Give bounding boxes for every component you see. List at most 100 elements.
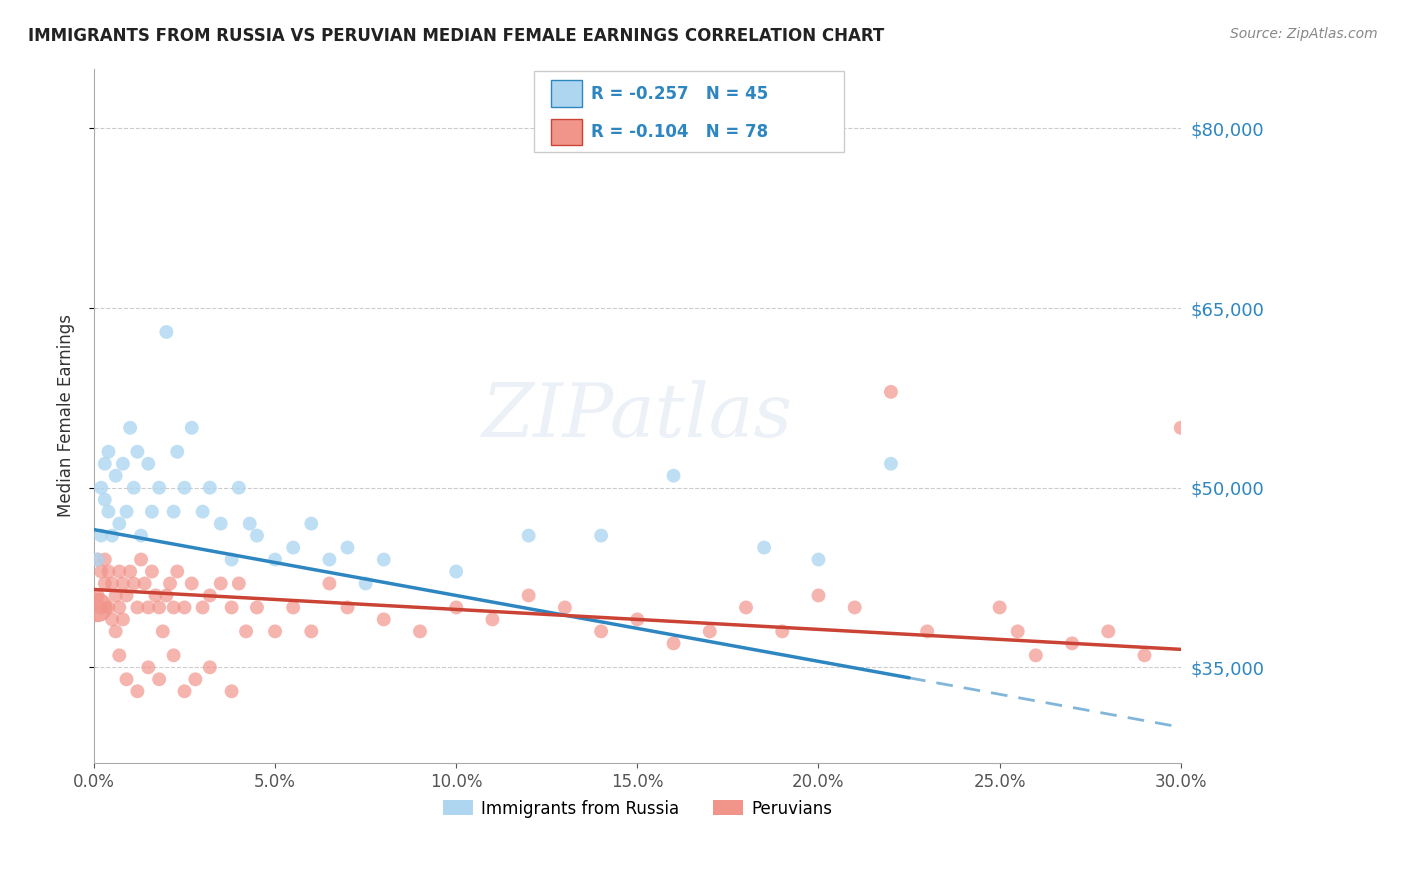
Point — [1170, 421, 1192, 435]
Point — [844, 600, 866, 615]
Point — [86, 552, 108, 566]
Point — [127, 600, 149, 615]
Point — [221, 684, 243, 698]
Point — [101, 576, 124, 591]
Y-axis label: Median Female Earnings: Median Female Earnings — [58, 314, 75, 517]
Point — [127, 684, 149, 698]
Point — [108, 648, 131, 663]
Point — [735, 600, 758, 615]
Point — [141, 565, 163, 579]
Point — [221, 552, 243, 566]
Point — [1007, 624, 1029, 639]
Point — [264, 552, 287, 566]
Point — [90, 600, 112, 615]
Point — [148, 481, 170, 495]
Point — [807, 589, 830, 603]
Point — [198, 481, 221, 495]
Point — [97, 600, 120, 615]
Point — [86, 589, 108, 603]
Point — [122, 576, 145, 591]
Point — [101, 528, 124, 542]
Point — [481, 612, 503, 626]
Point — [134, 576, 156, 591]
Point — [90, 481, 112, 495]
Point — [111, 576, 134, 591]
Point — [104, 624, 127, 639]
Point — [409, 624, 432, 639]
Point — [155, 589, 177, 603]
Point — [162, 505, 184, 519]
Point — [239, 516, 262, 531]
Point — [115, 673, 138, 687]
Point — [180, 421, 202, 435]
Point — [94, 492, 117, 507]
Point — [699, 624, 721, 639]
Point — [662, 468, 685, 483]
Point — [228, 481, 250, 495]
Point — [97, 444, 120, 458]
Point — [129, 552, 152, 566]
Point — [90, 528, 112, 542]
Point — [145, 589, 167, 603]
Point — [162, 648, 184, 663]
Point — [94, 552, 117, 566]
Point — [173, 600, 195, 615]
Point — [127, 444, 149, 458]
Point — [373, 612, 395, 626]
Point — [209, 516, 232, 531]
Point — [104, 589, 127, 603]
Text: R = -0.257   N = 45: R = -0.257 N = 45 — [591, 85, 768, 103]
Point — [283, 541, 305, 555]
Point — [108, 516, 131, 531]
Point — [235, 624, 257, 639]
Point — [246, 600, 269, 615]
Point — [591, 528, 613, 542]
Point — [299, 516, 322, 531]
Point — [752, 541, 775, 555]
Point — [373, 552, 395, 566]
Point — [1097, 624, 1119, 639]
Point — [209, 576, 232, 591]
Legend: Immigrants from Russia, Peruvians: Immigrants from Russia, Peruvians — [436, 793, 838, 824]
Point — [444, 600, 467, 615]
Point — [770, 624, 793, 639]
Point — [626, 612, 648, 626]
Point — [517, 589, 540, 603]
Point — [86, 552, 108, 566]
Point — [148, 673, 170, 687]
Point — [136, 600, 159, 615]
Point — [97, 505, 120, 519]
Point — [162, 600, 184, 615]
Point — [120, 421, 142, 435]
Point — [198, 660, 221, 674]
Point — [336, 600, 359, 615]
Point — [191, 600, 214, 615]
Point — [141, 505, 163, 519]
Point — [1025, 648, 1047, 663]
Point — [115, 589, 138, 603]
Point — [662, 636, 685, 650]
Point — [336, 541, 359, 555]
Point — [104, 468, 127, 483]
Point — [111, 612, 134, 626]
Point — [94, 457, 117, 471]
Text: R = -0.104   N = 78: R = -0.104 N = 78 — [591, 123, 768, 141]
Point — [94, 576, 117, 591]
Point — [299, 624, 322, 639]
Point — [148, 600, 170, 615]
Point — [318, 552, 340, 566]
Point — [136, 457, 159, 471]
Point — [115, 505, 138, 519]
Point — [988, 600, 1011, 615]
Point — [318, 576, 340, 591]
Point — [86, 600, 108, 615]
Point — [807, 552, 830, 566]
Point — [166, 444, 188, 458]
Text: Source: ZipAtlas.com: Source: ZipAtlas.com — [1230, 27, 1378, 41]
Point — [283, 600, 305, 615]
Point — [152, 624, 174, 639]
Point — [517, 528, 540, 542]
Point — [880, 384, 903, 399]
Point — [444, 565, 467, 579]
Point — [120, 565, 142, 579]
